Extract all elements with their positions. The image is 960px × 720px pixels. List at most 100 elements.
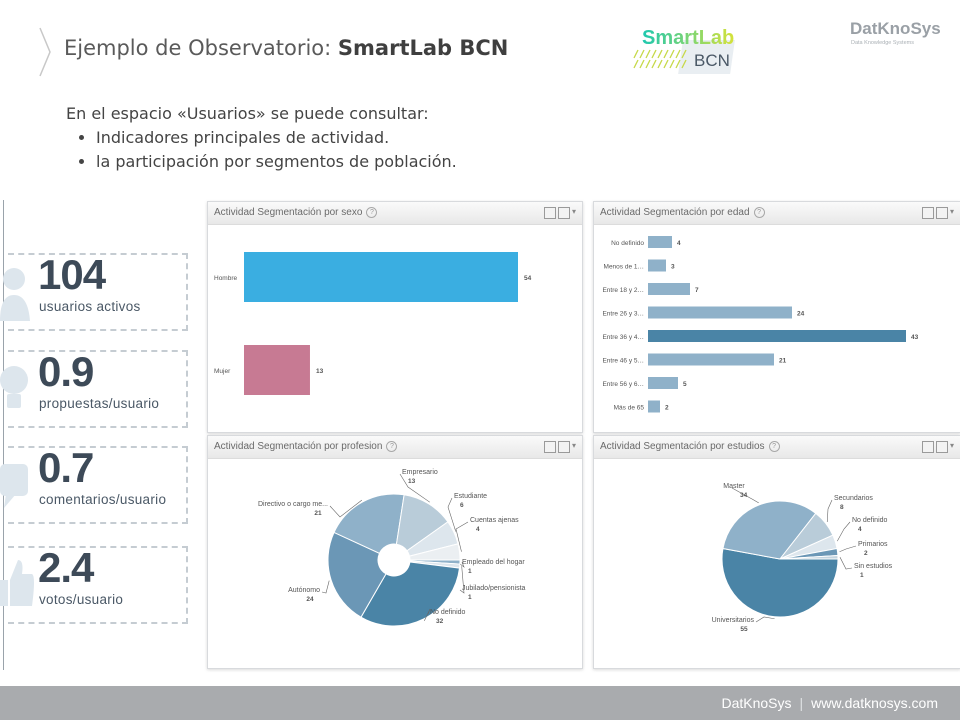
panel-menu-dropdown[interactable]: ▾ <box>571 207 576 216</box>
kpi-label: usuarios activos <box>39 299 141 314</box>
intro-lead: En el espacio «Usuarios» se puede consul… <box>66 104 429 123</box>
pie-slice <box>722 500 817 560</box>
slice-value: 21 <box>314 510 322 517</box>
panel-header: Actividad Segmentación por sexo? ▾ <box>208 202 582 225</box>
kpi-votes-per-user: 2.4 votos/usuario <box>0 544 188 624</box>
intro-bullets: Indicadores principales de actividad. la… <box>66 126 457 174</box>
slice-label: Empleado del hogar <box>462 559 525 566</box>
minimize-button[interactable] <box>921 207 934 219</box>
kpi-label: votos/usuario <box>39 592 124 607</box>
slice-value: 1 <box>860 572 864 579</box>
minimize-button[interactable] <box>921 441 934 453</box>
data-label: 2 <box>665 405 669 412</box>
speech-bubble-icon <box>0 464 28 508</box>
chart-estudios: Universitarios 55 Master 34 Secundarios 8 No d… <box>712 483 893 633</box>
bar-edad <box>648 306 792 319</box>
slice-value: 1 <box>468 594 472 601</box>
smartlab-logo-line2: BCN <box>694 51 730 70</box>
slice-label: No definido <box>852 517 888 524</box>
pie-leader-line <box>459 566 465 594</box>
slice-value: 4 <box>858 526 862 533</box>
pie-leader-line <box>447 497 457 532</box>
slice-label: Secundarios <box>834 495 873 502</box>
help-icon[interactable]: ? <box>386 441 398 452</box>
slice-value: 4 <box>476 526 480 533</box>
lightbulb-icon <box>0 366 28 408</box>
data-label: 24 <box>797 311 805 318</box>
footer: DatKnoSys | www.datknosys.com <box>0 686 960 720</box>
panel-header: Actividad Segmentación por estudios? ▾ <box>594 436 960 459</box>
panel-estudios: Actividad Segmentación por estudios? ▾ U… <box>593 435 960 669</box>
kpi-comments-per-user: 0.7 comentarios/usuario <box>0 444 188 524</box>
pie-slice <box>408 543 461 561</box>
panel-menu-dropdown[interactable]: ▾ <box>949 207 954 216</box>
intro-bullet: la participación por segmentos de poblac… <box>96 150 457 174</box>
pie-leader-line <box>455 521 469 552</box>
panel-sexo: Actividad Segmentación por sexo? ▾ Hombr… <box>207 201 583 433</box>
maximize-button[interactable] <box>935 207 948 219</box>
help-icon[interactable]: ? <box>768 441 780 452</box>
slice-label: No definido <box>430 609 466 616</box>
bar-edad <box>648 353 774 366</box>
category-label: Entre 26 y 3… <box>602 311 644 318</box>
pie-leader-line <box>329 499 363 518</box>
datknosys-logo: DatKnoSys Data Knowledge Systems <box>850 19 941 46</box>
pie-slice <box>333 493 405 554</box>
slice-value: 1 <box>468 568 472 575</box>
slice-label: Empresario <box>402 469 438 476</box>
panel-menu-dropdown[interactable]: ▾ <box>949 441 954 450</box>
panel-edad: Actividad Segmentación por edad? ▾ No de… <box>593 201 960 433</box>
intro-text: En el espacio «Usuarios» se puede consul… <box>66 102 457 174</box>
maximize-button[interactable] <box>935 441 948 453</box>
pie-leader-line <box>839 545 857 553</box>
kpi-divider <box>3 200 4 670</box>
bar-edad <box>648 377 678 389</box>
footer-url[interactable]: www.datknosys.com <box>811 695 938 711</box>
data-label: 21 <box>779 358 787 365</box>
panel-menu-dropdown[interactable]: ▾ <box>571 441 576 450</box>
bar-edad <box>648 330 906 342</box>
kpi-value: 2.4 <box>38 544 94 591</box>
minimize-button[interactable] <box>543 207 556 219</box>
datknosys-logo-text: DatKnoSys <box>850 19 941 38</box>
slice-label: Estudiante <box>454 493 487 500</box>
bar-mujer <box>244 345 310 395</box>
slice-label: Autónomo <box>288 587 320 594</box>
slice-label: Sin estudios <box>854 563 893 570</box>
pie-slice <box>327 531 387 618</box>
pie-leader-line <box>755 616 775 623</box>
kpi-proposals-per-user: 0.9 propuestas/usuario <box>0 348 188 428</box>
pie-leader-line <box>399 473 430 503</box>
minimize-button[interactable] <box>543 441 556 453</box>
help-icon[interactable]: ? <box>366 207 378 218</box>
footer-separator: | <box>799 695 804 711</box>
kpi-label: propuestas/usuario <box>39 396 160 411</box>
header-chevron-icon <box>39 27 51 77</box>
data-label: 3 <box>671 264 675 271</box>
category-label: Hombre <box>214 275 238 282</box>
maximize-button[interactable] <box>557 207 570 219</box>
panel-title: Actividad Segmentación por estudios <box>600 441 765 452</box>
slice-value: 6 <box>460 502 464 509</box>
bar-edad <box>648 236 672 248</box>
bar-edad <box>648 400 660 413</box>
chart-sexo: Hombre 54 Mujer 13 <box>214 252 532 395</box>
slice-value: 8 <box>840 504 844 511</box>
category-label: Entre 46 y 5… <box>602 358 644 365</box>
category-label: Entre 18 y 2… <box>602 287 644 294</box>
bar-edad <box>648 283 690 295</box>
chart-profesion: Empleado del hogar 1 Jubilado/pensionista 1… <box>258 469 526 627</box>
maximize-button[interactable] <box>557 441 570 453</box>
category-label: No definido <box>611 240 644 247</box>
pie-leader-line <box>424 608 431 622</box>
slice-label: Cuentas ajenas <box>470 517 519 524</box>
help-icon[interactable]: ? <box>753 207 765 218</box>
category-label: Entre 36 y 4… <box>602 334 644 341</box>
pie-leader-line <box>837 521 851 542</box>
slice-label: Jubilado/pensionista <box>462 585 526 592</box>
pie-leader-line <box>731 487 759 504</box>
slice-value: 24 <box>306 596 314 603</box>
pie-leader-line <box>826 499 833 523</box>
page-title-prefix: Ejemplo de Observatorio: <box>64 36 338 60</box>
users-icon <box>0 268 30 321</box>
